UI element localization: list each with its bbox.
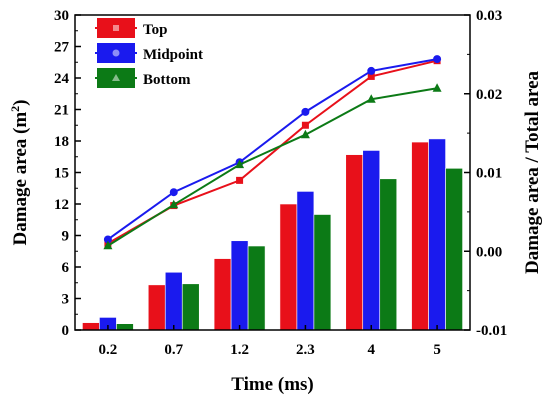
y-tick-label-12: 12 bbox=[54, 197, 69, 213]
bar-top-1.2 bbox=[213, 258, 232, 331]
bar-top-5 bbox=[411, 141, 429, 331]
bar-top-4 bbox=[345, 154, 364, 331]
x-tick-label-2.3: 2.3 bbox=[296, 342, 315, 358]
y-tick-label-3: 3 bbox=[62, 292, 70, 308]
y2-tick-label-0.02: 0.02 bbox=[476, 87, 502, 103]
line-midpoint bbox=[107, 58, 438, 241]
y2-tick-label-0.00: 0.00 bbox=[476, 244, 502, 260]
line-bottom bbox=[107, 87, 438, 247]
y2-tick-label--0.01: -0.01 bbox=[476, 323, 507, 339]
bar-midpoint-4 bbox=[362, 150, 381, 331]
y-tick-label-9: 9 bbox=[62, 229, 70, 245]
bar-bottom-4 bbox=[379, 178, 398, 331]
marker-top-1.2 bbox=[236, 176, 244, 184]
bar-top-2.3 bbox=[279, 203, 298, 331]
bar-midpoint-2.3 bbox=[296, 191, 315, 331]
bar-bottom-2.3 bbox=[313, 214, 332, 331]
bars-layer bbox=[82, 138, 463, 331]
ticks-layer: 0 3 6 9 12 15 18 21 24 27 30 -0.01 0.00 0.01 0.02 0.03 0… bbox=[54, 8, 507, 358]
y-axis-title-superscript: 2 bbox=[8, 106, 22, 112]
bar-bottom-1.2 bbox=[247, 245, 266, 331]
marker-bottom-0.7 bbox=[169, 199, 179, 209]
legend-label-midpoint: Midpoint bbox=[143, 47, 203, 63]
legend-marker-bottom bbox=[112, 74, 120, 81]
lines-layer bbox=[103, 55, 442, 250]
legend: Top Midpoint Bottom bbox=[95, 18, 203, 88]
marker-bottom-1.2 bbox=[235, 159, 245, 169]
y-tick-label-27: 27 bbox=[54, 40, 70, 56]
marker-midpoint-0.2 bbox=[103, 235, 112, 244]
y-tick-label-30: 30 bbox=[54, 8, 69, 24]
marker-bottom-5 bbox=[432, 83, 442, 92]
y-tick-label-24: 24 bbox=[54, 71, 70, 87]
y-tick-label-15: 15 bbox=[54, 166, 69, 182]
y-tick-label-0: 0 bbox=[62, 323, 70, 339]
y-axis-title: Damage area (m2) bbox=[8, 100, 31, 246]
x-tick-label-0.2: 0.2 bbox=[99, 342, 118, 358]
x-tick-label-4: 4 bbox=[368, 342, 376, 358]
x-tick-label-0.7: 0.7 bbox=[164, 342, 183, 358]
x-tick-label-1.2: 1.2 bbox=[230, 342, 249, 358]
bar-midpoint-0.7 bbox=[164, 271, 183, 331]
legend-marker-top bbox=[113, 25, 119, 31]
marker-top-4 bbox=[367, 72, 375, 80]
marker-midpoint-5 bbox=[433, 55, 442, 64]
y-axis-title-main: Damage area (m bbox=[10, 112, 31, 246]
bar-midpoint-5 bbox=[428, 138, 446, 331]
marker-top-2.3 bbox=[301, 121, 309, 129]
bar-top-0.7 bbox=[147, 284, 166, 331]
legend-marker-midpoint bbox=[112, 49, 120, 57]
bar-bottom-0.7 bbox=[181, 283, 200, 331]
bar-top-0.2 bbox=[82, 322, 100, 331]
y-axis-title-tail: ) bbox=[10, 100, 31, 106]
legend-label-bottom: Bottom bbox=[143, 72, 191, 88]
y2-tick-label-0.03: 0.03 bbox=[476, 8, 502, 24]
bar-bottom-5 bbox=[445, 168, 463, 331]
y2-tick-label-0.01: 0.01 bbox=[476, 166, 502, 182]
bar-bottom-0.2 bbox=[116, 323, 134, 331]
bar-midpoint-1.2 bbox=[230, 240, 249, 331]
y2-axis-title: Damage area / Total area bbox=[522, 71, 543, 274]
marker-midpoint-0.7 bbox=[169, 188, 178, 197]
marker-bottom-0.2 bbox=[103, 240, 113, 250]
x-tick-label-5: 5 bbox=[433, 342, 441, 358]
y-tick-label-6: 6 bbox=[62, 260, 70, 276]
marker-bottom-4 bbox=[366, 94, 376, 103]
x-axis-title: Time (ms) bbox=[231, 374, 314, 395]
marker-bottom-2.3 bbox=[300, 129, 310, 139]
marker-midpoint-2.3 bbox=[301, 107, 310, 116]
y-tick-label-18: 18 bbox=[54, 134, 69, 150]
y-tick-label-21: 21 bbox=[54, 103, 69, 119]
legend-label-top: Top bbox=[143, 22, 167, 38]
marker-midpoint-4 bbox=[367, 66, 376, 75]
